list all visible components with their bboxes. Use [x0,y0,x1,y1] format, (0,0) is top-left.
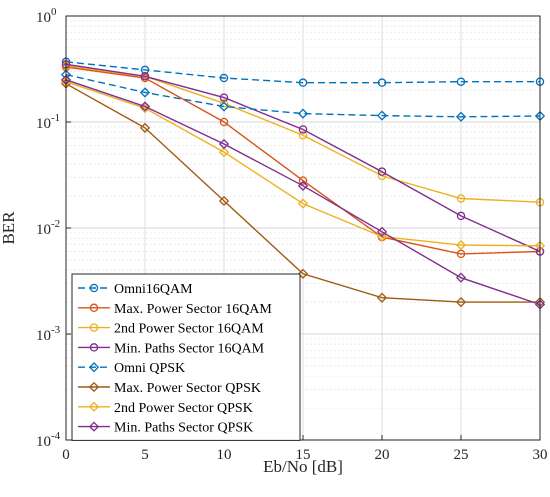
x-tick-label: 25 [454,447,469,463]
data-point [456,249,466,259]
data-point [139,101,151,112]
data-point [298,130,308,140]
data-point [219,73,229,83]
y-tick-labels: 100 10-1 10-2 10-3 10-4 [36,6,61,450]
legend-item: 2nd Power Sector 16QAM [78,322,264,337]
data-point [218,146,230,158]
data-point [297,108,309,119]
series-line [65,81,541,247]
y-tick-label: 10-2 [36,218,60,238]
legend-item: Min. Paths Sector QPSK [78,421,253,436]
legend-item: Min. Paths Sector 16QAM [78,341,265,356]
series-layer [60,57,546,310]
data-point [456,77,466,86]
legend-label: Max. Power Sector QPSK [114,381,261,396]
y-axis-label: BER [0,211,18,245]
data-point [455,296,467,308]
x-tick-label: 0 [62,447,70,463]
legend-marker [89,343,99,352]
data-point [297,180,309,191]
data-point [140,65,150,75]
series-line [65,61,540,84]
legend-marker [88,401,100,412]
legend-marker [89,283,99,293]
series-line [65,63,541,253]
series-line [65,79,541,306]
data-point [218,138,230,150]
legend-item: Omni QPSK [78,361,185,376]
legend-label: Omni QPSK [114,361,185,376]
data-point [376,226,388,237]
data-point [377,167,387,176]
data-point [140,72,150,81]
legend-label: Omni16QAM [114,282,193,297]
series-8 [60,74,546,310]
legend-box [71,273,301,441]
y-tick-label: 10-1 [36,112,60,132]
legend-item: Omni16QAM [78,282,193,297]
data-point [376,292,388,303]
legend-marker [89,303,99,313]
y-tick-label: 100 [36,6,57,26]
legend-marker [88,421,100,432]
x-tick-label: 15 [296,447,311,463]
legend-marker [88,362,100,373]
data-point [139,122,151,134]
x-axis-label: Eb/No [dB] [263,457,343,476]
data-point [219,117,229,127]
data-point [297,198,309,209]
legend: Omni16QAM Max. Power Sector 16QAM 2nd Powe… [71,273,301,441]
series-line [65,73,541,118]
x-tick-label: 5 [141,447,149,463]
data-point [298,78,308,87]
series-line [65,83,540,303]
y-tick-label: 10-4 [36,430,61,450]
data-point [456,194,466,203]
data-point [298,125,308,134]
legend-item: Max. Power Sector 16QAM [78,302,272,317]
series-4 [61,60,545,256]
legend-marker [89,323,99,332]
data-point [455,239,467,251]
series-7 [60,76,546,251]
legend-marker [88,381,100,393]
data-point [297,268,309,279]
legend-label: Min. Paths Sector QPSK [114,421,253,436]
x-tick-label: 30 [533,447,548,463]
legend-label: Min. Paths Sector 16QAM [114,341,265,356]
data-point [218,195,230,207]
legend-item: 2nd Power Sector QPSK [78,401,253,416]
legend-label: 2nd Power Sector QPSK [114,401,253,416]
legend-label: 2nd Power Sector 16QAM [114,322,264,337]
data-point [139,87,151,98]
data-point [218,101,230,112]
legend-label: Max. Power Sector 16QAM [114,302,272,317]
data-point [376,231,388,242]
x-tick-label: 10 [217,447,232,463]
series-line [65,66,541,255]
x-tick-labels: 0 5 10 15 20 25 30 [62,447,547,463]
data-point [377,78,387,87]
data-point [139,103,151,114]
legend-item: Max. Power Sector QPSK [78,381,261,396]
data-point [219,93,229,102]
y-tick-label: 10-3 [36,324,61,344]
data-point [298,176,308,185]
x-tick-label: 20 [375,447,390,463]
data-point [376,110,388,121]
data-point [456,211,466,221]
data-point [455,272,467,283]
data-point [219,99,229,108]
data-point [455,111,467,122]
